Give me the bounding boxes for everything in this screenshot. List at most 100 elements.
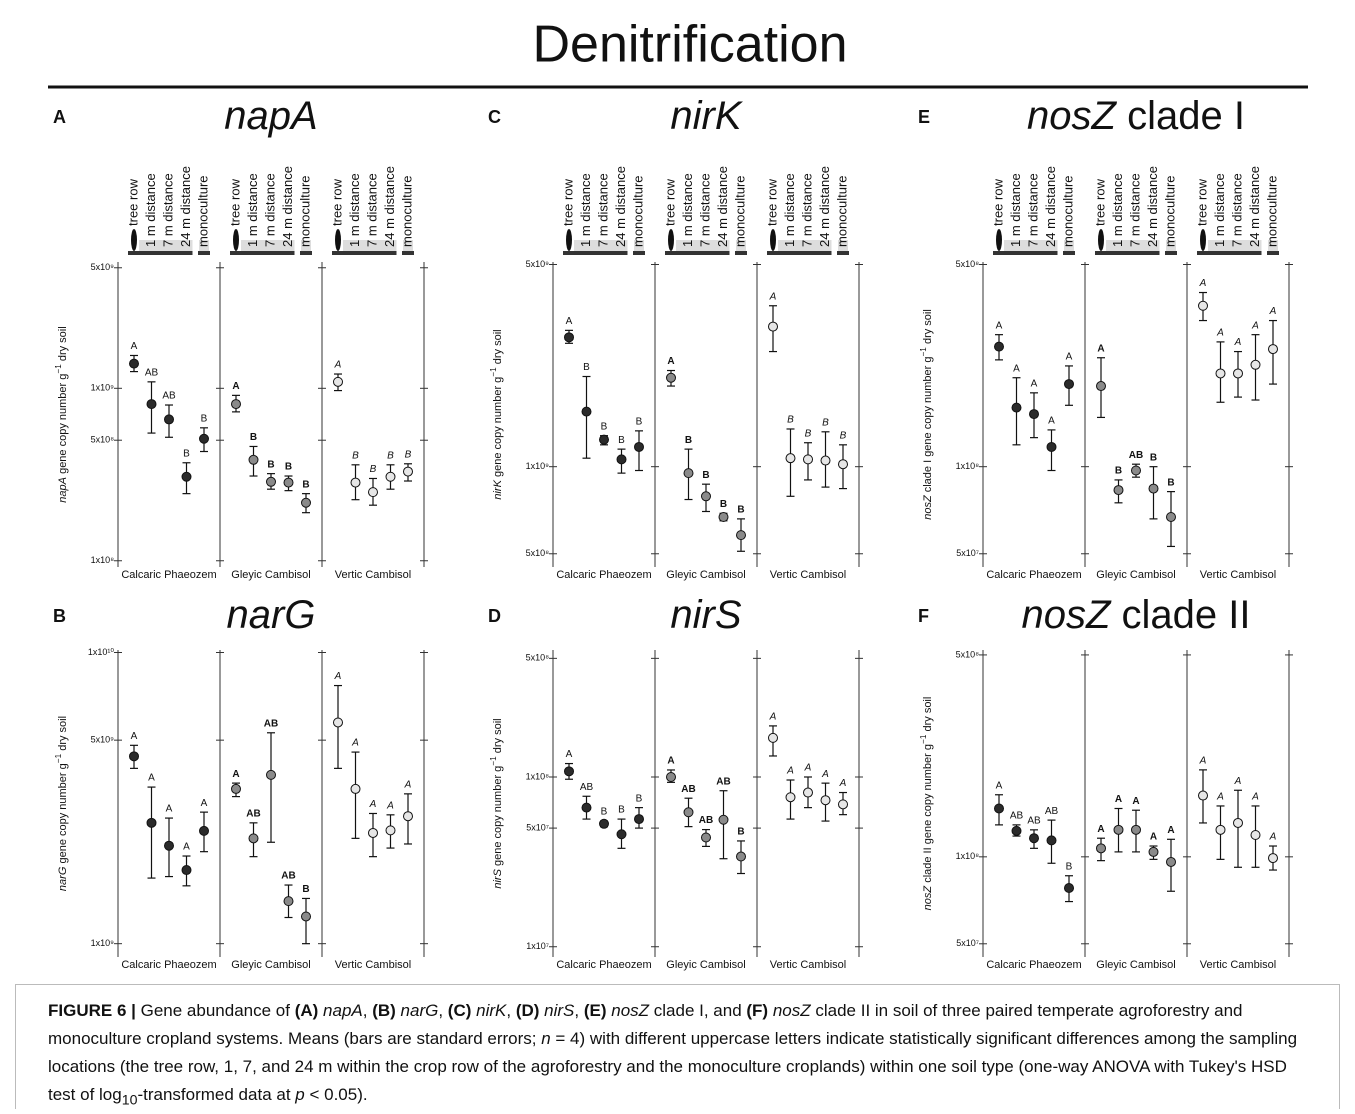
y-tick-label: 1x10⁸ — [956, 851, 980, 861]
text-run: clade I — [1116, 94, 1245, 138]
category-label: 1 m distance — [245, 173, 260, 247]
mean-point — [1167, 512, 1176, 521]
mean-point — [804, 788, 813, 797]
mean-point — [702, 492, 711, 501]
panel-letter: F — [918, 606, 929, 626]
text-run: −1 — [919, 734, 928, 744]
agroforestry-bar — [332, 251, 397, 255]
significance-letter: B — [1167, 477, 1174, 488]
mean-point — [737, 531, 746, 540]
panel-title: nirS — [670, 593, 741, 637]
tree-icon — [233, 229, 239, 251]
monoculture-bar — [402, 251, 414, 255]
category-label: 1 m distance — [143, 173, 158, 247]
x-group-label: Vertic Cambisol — [1200, 569, 1276, 581]
category-label: 24 m distance — [715, 166, 730, 247]
caption-run: narG — [401, 1001, 439, 1020]
tree-icon — [335, 229, 341, 251]
text-run: −1 — [54, 753, 63, 763]
significance-letter: A — [1066, 352, 1073, 363]
text-run: nirS — [670, 593, 741, 637]
significance-letter: A — [131, 341, 138, 352]
category-label: 24 m distance — [1247, 166, 1262, 247]
x-group-label: Vertic Cambisol — [770, 569, 846, 581]
mean-point — [667, 772, 676, 781]
significance-letter: B — [285, 462, 292, 473]
caption-run: , — [438, 1001, 447, 1020]
category-label: tree row — [560, 178, 575, 226]
panel-title: napA — [224, 94, 317, 138]
mean-point — [684, 808, 693, 817]
page-body: Denitrification AnapAnapA gene copy numb… — [0, 0, 1355, 1109]
agroforestry-bar — [665, 251, 730, 255]
caption-run: n — [541, 1029, 550, 1048]
significance-letter: A — [334, 360, 342, 371]
mean-point — [582, 803, 591, 812]
tree-icon — [566, 229, 572, 251]
text-run: −1 — [489, 756, 498, 766]
mean-point — [1251, 831, 1260, 840]
mean-point — [182, 866, 191, 875]
significance-letter: A — [769, 291, 777, 302]
category-label: 24 m distance — [280, 166, 295, 247]
significance-letter: A — [386, 800, 394, 811]
significance-letter: AB — [162, 391, 176, 402]
significance-letter: B — [583, 362, 590, 373]
y-axis-label: nirK gene copy number g−1 dry soil — [489, 329, 504, 499]
significance-letter: AB — [699, 815, 713, 826]
mean-point — [232, 784, 241, 793]
y-tick-label: 1x10¹⁰ — [88, 647, 115, 657]
agroforestry-bar — [563, 251, 628, 255]
figure-title: Denitrification — [532, 16, 847, 74]
monoculture-bar — [198, 251, 210, 255]
mean-point — [1114, 486, 1123, 495]
mean-point — [182, 472, 191, 481]
significance-letter: A — [1251, 792, 1259, 803]
text-run: dry soil — [57, 716, 69, 754]
mean-point — [284, 897, 293, 906]
category-label: 7 m distance — [1229, 173, 1244, 247]
panel-title: nirK — [670, 94, 743, 138]
caption-run: nosZ — [773, 1001, 811, 1020]
mean-point — [302, 912, 311, 921]
significance-letter: A — [1115, 794, 1122, 805]
text-run: dry soil — [922, 697, 934, 735]
x-group-label: Gleyic Cambisol — [231, 569, 310, 581]
panel-letter: B — [53, 606, 66, 626]
category-label: 1 m distance — [1110, 173, 1125, 247]
significance-letter: AB — [1010, 811, 1024, 822]
mean-point — [617, 455, 626, 464]
text-run: nirS — [492, 868, 504, 888]
text-run: gene copy number g — [492, 377, 504, 480]
panel-title: narG — [227, 593, 316, 637]
mean-point — [147, 818, 156, 827]
significance-letter: A — [166, 804, 173, 815]
significance-letter: B — [618, 805, 625, 816]
category-label: 1 m distance — [347, 173, 362, 247]
mean-point — [667, 373, 676, 382]
category-label: 7 m distance — [697, 173, 712, 247]
mean-point — [1097, 382, 1106, 391]
significance-letter: B — [822, 417, 829, 428]
text-run: gene copy number g — [57, 763, 69, 866]
mean-point — [600, 819, 609, 828]
monoculture-bar — [1267, 251, 1279, 255]
category-label: tree row — [764, 178, 779, 226]
mean-point — [719, 815, 728, 824]
significance-letter: AB — [716, 776, 730, 787]
category-label: 7 m distance — [160, 173, 175, 247]
caption-run: (E) — [584, 1001, 607, 1020]
significance-letter: A — [1048, 416, 1055, 427]
y-tick-label: 5x10⁸ — [526, 653, 550, 663]
category-label: 24 m distance — [178, 166, 193, 247]
x-group-label: Gleyic Cambisol — [666, 569, 745, 581]
caption-run: , — [363, 1001, 372, 1020]
x-group-label: Gleyic Cambisol — [231, 959, 310, 971]
significance-letter: B — [1066, 861, 1073, 872]
significance-letter: B — [737, 505, 744, 516]
mean-point — [351, 478, 360, 487]
mean-point — [582, 407, 591, 416]
mean-point — [839, 800, 848, 809]
text-run: nosZ — [922, 885, 934, 911]
category-label: monoculture — [630, 175, 645, 247]
